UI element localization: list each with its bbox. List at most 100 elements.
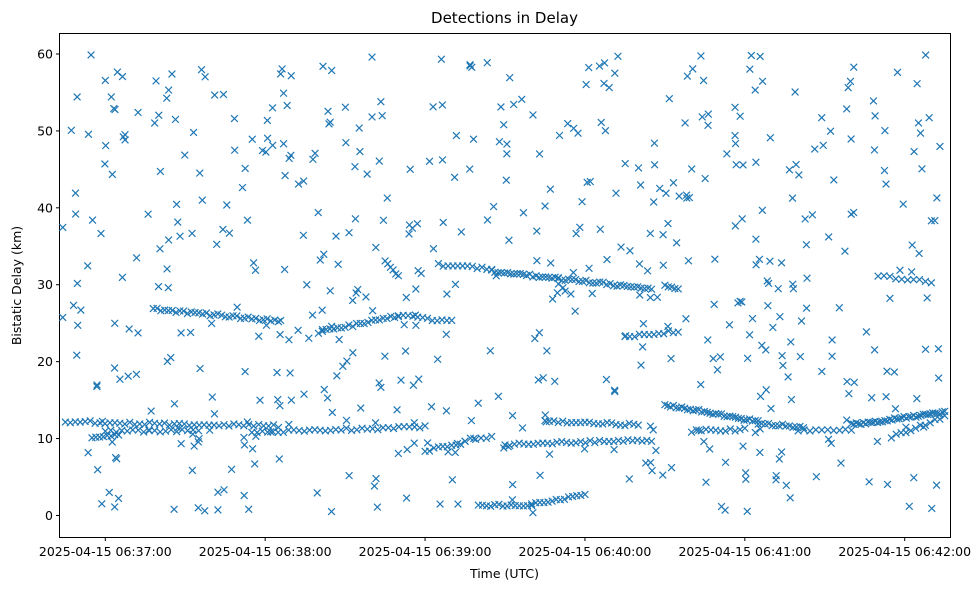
data-point: [113, 68, 122, 76]
data-point: [279, 428, 288, 437]
data-point: [499, 120, 508, 129]
data-point: [173, 424, 182, 432]
data-point: [139, 428, 148, 436]
data-point: [659, 261, 668, 269]
data-point: [812, 472, 821, 481]
data-point: [120, 420, 129, 428]
data-point: [736, 425, 744, 434]
data-point: [368, 53, 376, 61]
data-point: [915, 275, 924, 284]
data-point: [334, 260, 342, 269]
data-point: [762, 386, 771, 394]
data-point: [596, 225, 605, 234]
data-point: [505, 73, 514, 82]
data-point: [83, 261, 92, 270]
data-point: [701, 174, 709, 183]
data-point: [373, 503, 382, 511]
data-point: [603, 255, 611, 264]
x-axis-ticks: 2025-04-15 06:37:00 2025-04-15 06:38:00 20…: [39, 537, 971, 559]
data-point: [254, 420, 263, 429]
data-point: [625, 419, 634, 428]
data-point: [535, 150, 544, 158]
data-point: [414, 375, 423, 383]
data-point: [401, 347, 410, 355]
data-point: [586, 177, 595, 186]
data-point: [152, 77, 160, 85]
data-point: [672, 238, 681, 247]
data-point: [581, 490, 589, 499]
data-point: [264, 422, 273, 430]
data-point: [926, 418, 934, 427]
data-point: [67, 126, 76, 135]
data-point: [381, 352, 389, 361]
data-point: [197, 65, 206, 74]
data-point: [817, 113, 826, 122]
data-point: [500, 444, 508, 452]
data-point: [895, 415, 904, 423]
data-point: [927, 217, 936, 225]
data-point: [324, 107, 332, 116]
data-point: [497, 103, 505, 111]
data-point: [682, 194, 691, 202]
data-point: [278, 65, 286, 73]
data-point: [925, 113, 933, 122]
data-point: [768, 421, 776, 430]
data-point: [600, 79, 608, 88]
data-point: [625, 475, 634, 483]
data-point: [345, 228, 353, 237]
data-point: [919, 423, 928, 431]
data-point: [263, 116, 272, 125]
data-point: [782, 481, 791, 490]
data-point: [474, 399, 483, 408]
data-point: [533, 256, 541, 265]
data-point: [769, 323, 777, 332]
data-point: [313, 489, 322, 497]
data-point: [270, 316, 279, 324]
data-point: [212, 240, 221, 249]
data-point: [145, 426, 153, 434]
data-point: [219, 90, 228, 99]
data-point: [124, 372, 133, 381]
data-point: [847, 210, 855, 219]
data-point: [327, 66, 336, 75]
data-point: [933, 194, 941, 202]
data-point: [585, 264, 593, 273]
data-point: [529, 508, 537, 517]
data-point: [737, 298, 746, 306]
data-point: [503, 140, 511, 148]
data-point: [364, 318, 372, 327]
data-point: [335, 335, 343, 344]
data-point: [71, 210, 80, 218]
data-point: [368, 113, 376, 121]
data-point: [230, 146, 239, 155]
plot-area: [58, 33, 951, 538]
data-point: [147, 407, 155, 415]
data-point: [542, 417, 551, 426]
data-point: [134, 329, 142, 337]
data-point: [77, 306, 85, 314]
data-point: [546, 259, 555, 267]
data-point: [634, 164, 643, 172]
data-point: [580, 445, 589, 453]
data-point: [527, 501, 536, 510]
data-point: [502, 176, 511, 184]
data-point: [847, 426, 856, 435]
data-point: [714, 410, 723, 418]
data-point: [844, 83, 852, 92]
data-point: [332, 232, 340, 241]
data-point: [284, 420, 293, 429]
data-point: [745, 331, 754, 339]
data-point: [93, 382, 101, 391]
data-point: [98, 499, 106, 508]
data-point: [591, 438, 599, 447]
data-point: [610, 387, 619, 396]
data-point: [915, 249, 923, 258]
data-point: [674, 285, 683, 293]
data-point: [164, 86, 173, 94]
data-point: [684, 256, 693, 265]
data-point: [411, 311, 420, 319]
data-point: [205, 426, 214, 435]
data-point: [325, 120, 333, 128]
data-point: [438, 101, 447, 109]
data-point: [630, 332, 639, 341]
